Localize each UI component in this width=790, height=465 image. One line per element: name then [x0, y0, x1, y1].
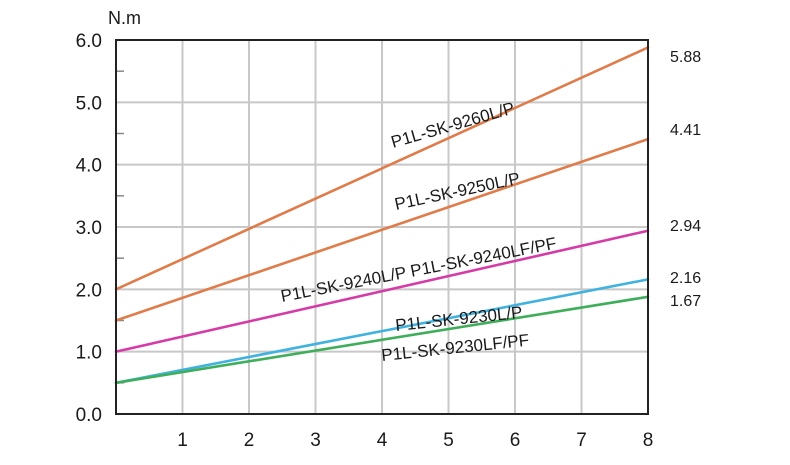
x-tick-label: 7	[576, 430, 587, 451]
y-tick-label: 2.0	[76, 280, 102, 301]
y-tick-label: 0.0	[76, 405, 102, 426]
series-label: P1L-SK-9260L/P	[389, 98, 517, 151]
series-labels: P1L-SK-9260L/P P1L-SK-9250L/P P1L-SK-9240L…	[279, 98, 558, 365]
x-tick-label: 3	[310, 430, 321, 451]
series-label: P1L-SK-9230L/P	[394, 303, 523, 335]
series-line-2	[114, 229, 650, 353]
series-label: P1L-SK-9250L/P	[393, 169, 522, 214]
x-tick-label: 1	[177, 430, 188, 451]
y-axis-unit: N.m	[108, 8, 141, 28]
x-tick-label: 8	[643, 430, 654, 451]
end-value-label: 4.41	[670, 122, 701, 139]
series-line-1	[114, 137, 650, 322]
y-tick-label: 3.0	[76, 218, 102, 239]
end-value-label: 1.67	[670, 293, 701, 310]
y-axis-ticks: 0.0 1.0 2.0 3.0 4.0 5.0 6.0	[76, 31, 102, 426]
end-value-labels: 5.88 4.41 2.94 2.16 1.67	[670, 49, 701, 310]
end-value-label: 5.88	[670, 49, 701, 66]
x-axis-ticks: 1 2 3 4 5 6 7 8	[177, 430, 653, 451]
plot-border	[115, 39, 649, 415]
y-tick-label: 5.0	[76, 93, 102, 114]
x-tick-label: 2	[244, 430, 255, 451]
x-tick-label: 6	[510, 430, 521, 451]
series-line-3	[114, 278, 650, 385]
y-tick-label: 4.0	[76, 156, 102, 177]
y-tick-label: 6.0	[76, 31, 102, 52]
series-label: P1L-SK-9240L/P P1L-SK-9240LF/PF	[279, 234, 558, 306]
x-tick-label: 4	[377, 430, 388, 451]
x-tick-label: 5	[443, 430, 454, 451]
end-value-label: 2.94	[670, 218, 701, 235]
y-tick-label: 1.0	[76, 343, 102, 364]
end-value-label: 2.16	[670, 270, 701, 287]
series-line-0	[114, 46, 650, 291]
series-lines	[114, 46, 650, 385]
plot-frame	[115, 39, 649, 415]
series-line-4	[114, 295, 650, 385]
